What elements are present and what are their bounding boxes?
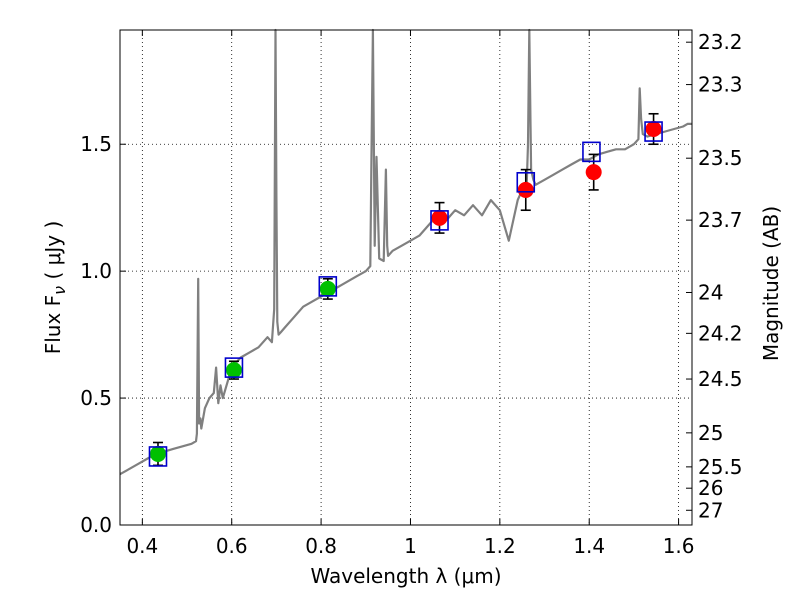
error-bars — [152, 112, 659, 467]
grid-lines — [120, 30, 692, 526]
model-photometry-squares — [148, 121, 663, 467]
y2-tick-label-4: 24 — [698, 280, 723, 304]
y2-tick-label-2: 23.5 — [698, 146, 743, 170]
y2-tick-label-0: 23.2 — [698, 30, 743, 54]
observed-green-point-1 — [225, 362, 242, 379]
x-tick-label-6: 1.6 — [663, 534, 695, 558]
y2-tick-label-5: 24.2 — [698, 321, 743, 345]
model-photometry-square-0 — [148, 446, 168, 467]
y-tick-label-1: 0.5 — [80, 386, 112, 410]
axis-ticks: 0.4 0.6 0.8 1 1.2 1.4 1.6 0.0 0.5 1.0 1.5 23.2 23.3 2… — [80, 30, 743, 558]
x-tick-label-1: 0.6 — [216, 534, 248, 558]
observed-green-point-0 — [149, 445, 166, 462]
x-tick-label-2: 0.8 — [305, 534, 337, 558]
spectrum-series — [119, 28, 692, 476]
y2-axis-label: Magnitude (AB) — [759, 206, 783, 361]
model-photometry-square-5 — [582, 141, 601, 163]
observed-red-point-2 — [585, 164, 602, 181]
x-axis-label: Wavelength λ (μm) — [310, 564, 501, 588]
model-photometry-square-3 — [430, 210, 449, 231]
plot-frame — [119, 29, 693, 526]
y2-tick-label-9: 26 — [698, 476, 723, 500]
y2-tick-label-7: 25 — [698, 421, 723, 445]
observed-red-point-1 — [517, 181, 534, 198]
y2-tick-label-10: 27 — [698, 498, 723, 522]
y2-tick-label-6: 24.5 — [698, 367, 743, 391]
y2-tick-label-8: 25.5 — [698, 455, 743, 479]
y2-tick-label-3: 23.7 — [698, 208, 743, 232]
y-tick-label-3: 1.5 — [80, 132, 112, 156]
model-photometry-square-1 — [224, 357, 244, 378]
y-axis-label-unit: ( μJy ) — [41, 221, 65, 286]
y2-tick-label-1: 23.3 — [698, 73, 743, 97]
y-axis-label-sub: ν — [50, 286, 69, 295]
x-tick-label-4: 1.2 — [484, 534, 516, 558]
observed-points — [149, 121, 662, 462]
observed-red-point-0 — [431, 209, 448, 226]
y-axis-label-main: Flux F — [41, 295, 65, 354]
spectrum-line — [119, 28, 692, 476]
model-photometry-square-4 — [516, 172, 536, 193]
model-photometry-square-6 — [644, 121, 663, 142]
observed-green-point-2 — [319, 280, 336, 297]
x-tick-label-5: 1.4 — [573, 534, 605, 558]
x-tick-label-3: 1 — [404, 534, 417, 558]
x-tick-label-0: 0.4 — [126, 534, 158, 558]
y-tick-label-0: 0.0 — [80, 513, 112, 537]
y-tick-label-2: 1.0 — [80, 259, 112, 283]
observed-red-point-3 — [645, 121, 662, 137]
y-axis-label: Flux Fν ( μJy ) — [41, 221, 69, 355]
model-photometry-square-2 — [318, 276, 338, 297]
